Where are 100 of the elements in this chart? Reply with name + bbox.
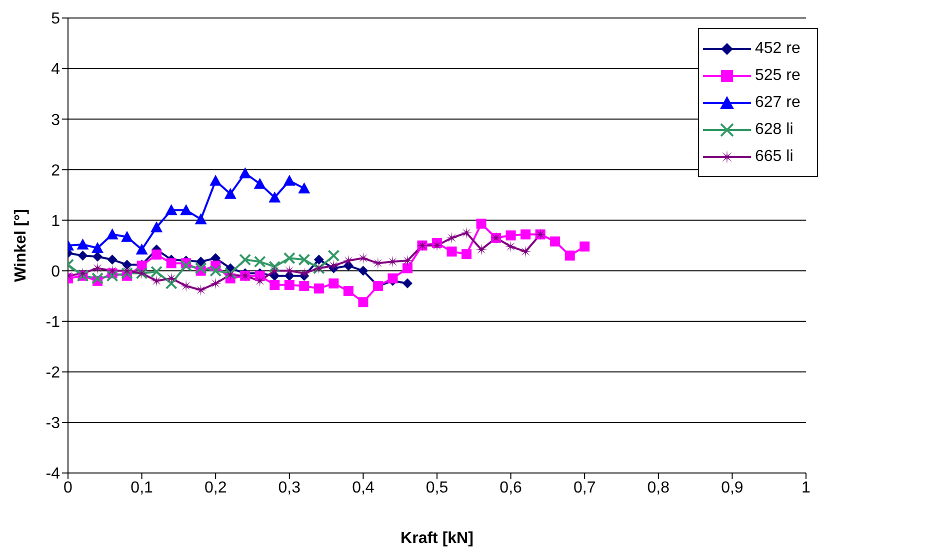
point	[122, 260, 132, 270]
point	[194, 213, 207, 224]
point	[254, 274, 266, 287]
point	[254, 256, 266, 268]
point	[180, 204, 192, 216]
point	[166, 258, 176, 268]
point	[76, 267, 89, 280]
point	[92, 272, 104, 284]
y-tick-label: -1	[46, 314, 60, 332]
point	[239, 167, 252, 178]
x-tick-label: 1	[802, 479, 811, 496]
point	[504, 240, 517, 253]
point	[358, 266, 368, 276]
x-tick-label: 0,1	[130, 479, 154, 496]
point	[210, 264, 222, 277]
point	[446, 246, 457, 257]
point	[121, 230, 134, 242]
point	[165, 204, 178, 216]
point	[402, 263, 412, 274]
point	[372, 257, 384, 270]
point	[342, 254, 354, 267]
point	[462, 249, 472, 260]
point	[92, 262, 104, 274]
point	[268, 260, 281, 273]
point	[328, 250, 340, 262]
point	[506, 230, 516, 240]
y-tick-label: 1	[51, 212, 60, 230]
x-tick-label: 0,5	[426, 479, 448, 496]
point	[121, 267, 134, 280]
point	[150, 221, 163, 232]
point	[314, 283, 324, 294]
point	[564, 250, 575, 261]
x-tick-label: 0,2	[204, 479, 227, 496]
point	[357, 252, 370, 264]
point	[106, 270, 118, 282]
point	[107, 254, 118, 265]
point	[446, 232, 458, 244]
point	[150, 266, 163, 278]
y-tick-label: -2	[46, 364, 60, 382]
point	[580, 242, 590, 252]
point	[180, 260, 192, 272]
legend-label: 628 li	[755, 120, 794, 138]
x-tick-label: 0,6	[500, 479, 522, 496]
point	[224, 188, 236, 199]
point	[268, 264, 281, 277]
legend-label: 627 re	[755, 94, 800, 112]
point	[165, 277, 178, 290]
x-tick-label: 0,9	[721, 479, 744, 496]
point	[210, 277, 222, 290]
y-tick-label: 3	[51, 112, 60, 129]
point	[239, 254, 252, 266]
x-tick-label: 0,4	[352, 479, 374, 496]
point	[299, 280, 310, 291]
point	[194, 284, 207, 296]
point	[165, 272, 178, 284]
point	[106, 264, 118, 277]
point	[180, 280, 192, 292]
point	[298, 254, 310, 266]
y-tick-label: 4	[51, 61, 60, 78]
point	[520, 229, 531, 240]
point	[520, 246, 532, 258]
point	[283, 252, 296, 264]
point	[254, 178, 266, 189]
point	[343, 286, 354, 296]
y-tick-label: 5	[51, 10, 60, 28]
point	[431, 240, 443, 252]
legend-label: 452 re	[755, 40, 800, 58]
point	[314, 254, 324, 265]
x-axis-title: Kraft [kN]	[400, 530, 474, 547]
point	[92, 242, 104, 254]
point	[284, 280, 294, 290]
x-tick-label: 0	[64, 479, 73, 496]
point	[136, 244, 148, 255]
point	[388, 273, 398, 284]
point	[196, 256, 206, 267]
x-tick-label: 0,3	[278, 479, 301, 496]
point	[476, 218, 486, 229]
point	[78, 250, 88, 261]
y-tick-label: -4	[46, 466, 60, 483]
point	[92, 252, 103, 262]
y-tick-label: 0	[51, 263, 60, 280]
point	[358, 297, 368, 308]
point	[328, 278, 339, 288]
y-tick-label: -3	[46, 415, 60, 432]
point	[210, 174, 222, 186]
legend-label: 525 re	[755, 66, 800, 84]
point	[76, 238, 89, 250]
legend-label: 665 li	[755, 148, 794, 166]
point	[121, 264, 134, 277]
point	[475, 244, 488, 256]
point	[106, 228, 118, 240]
point	[152, 250, 162, 260]
x-tick-label: 0,7	[573, 479, 596, 496]
y-axis-title: Winkel [°]	[12, 209, 30, 282]
point	[298, 267, 310, 280]
point	[402, 278, 412, 288]
point	[270, 280, 280, 290]
point	[460, 226, 473, 239]
point	[194, 262, 207, 274]
point	[268, 191, 281, 202]
